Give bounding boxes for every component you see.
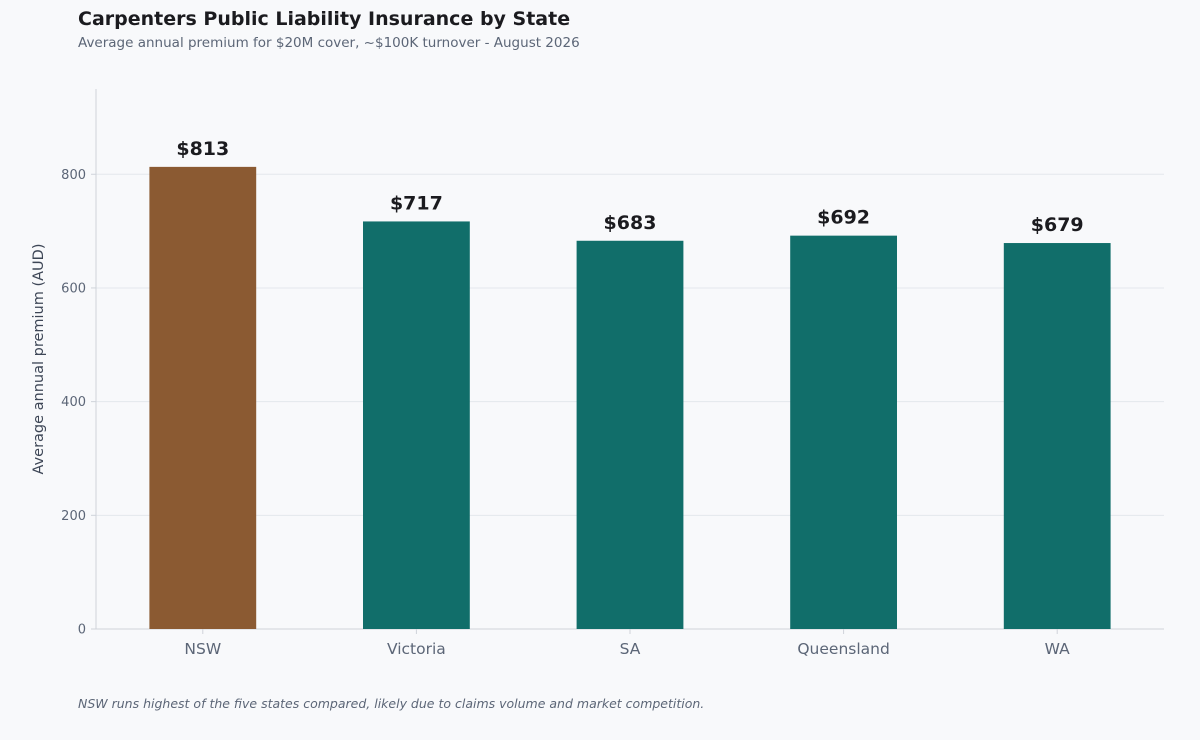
y-tick-label: 0: [78, 623, 86, 638]
x-tick-label: Victoria: [387, 640, 446, 658]
data-label: $683: [604, 212, 657, 234]
data-label: $692: [817, 207, 870, 229]
data-labels: $813 $717 $683 $692 $679: [176, 138, 1083, 236]
data-label: $813: [176, 138, 229, 160]
chart-title: Carpenters Public Liability Insurance by…: [78, 8, 571, 30]
chart-subtitle: Average annual premium for $20M cover, ~…: [78, 35, 580, 51]
data-label: $679: [1031, 214, 1084, 236]
x-tick-label: NSW: [184, 640, 221, 658]
y-tick-label: 200: [61, 509, 86, 524]
bars: [149, 166, 1111, 629]
bar-sa: [576, 240, 684, 629]
bar-wa: [1003, 243, 1111, 629]
x-tick-label: SA: [620, 640, 641, 658]
footnote: NSW runs highest of the five states comp…: [78, 696, 705, 711]
x-tick-label: Queensland: [797, 640, 889, 658]
bar-victoria: [363, 221, 470, 629]
y-tick-label: 800: [61, 168, 86, 183]
x-tick-label: WA: [1045, 640, 1070, 658]
bar-queensland: [790, 235, 897, 629]
data-label: $717: [390, 192, 443, 214]
y-tick-label: 400: [61, 395, 86, 410]
y-tick-label: 600: [61, 281, 86, 296]
y-axis-title: Average annual premium (AUD): [31, 244, 47, 475]
x-tick-labels: NSW Victoria SA Queensland WA: [184, 629, 1070, 658]
bar-nsw: [149, 166, 257, 629]
y-tick-labels: 0 200 400 600 800: [61, 168, 96, 638]
